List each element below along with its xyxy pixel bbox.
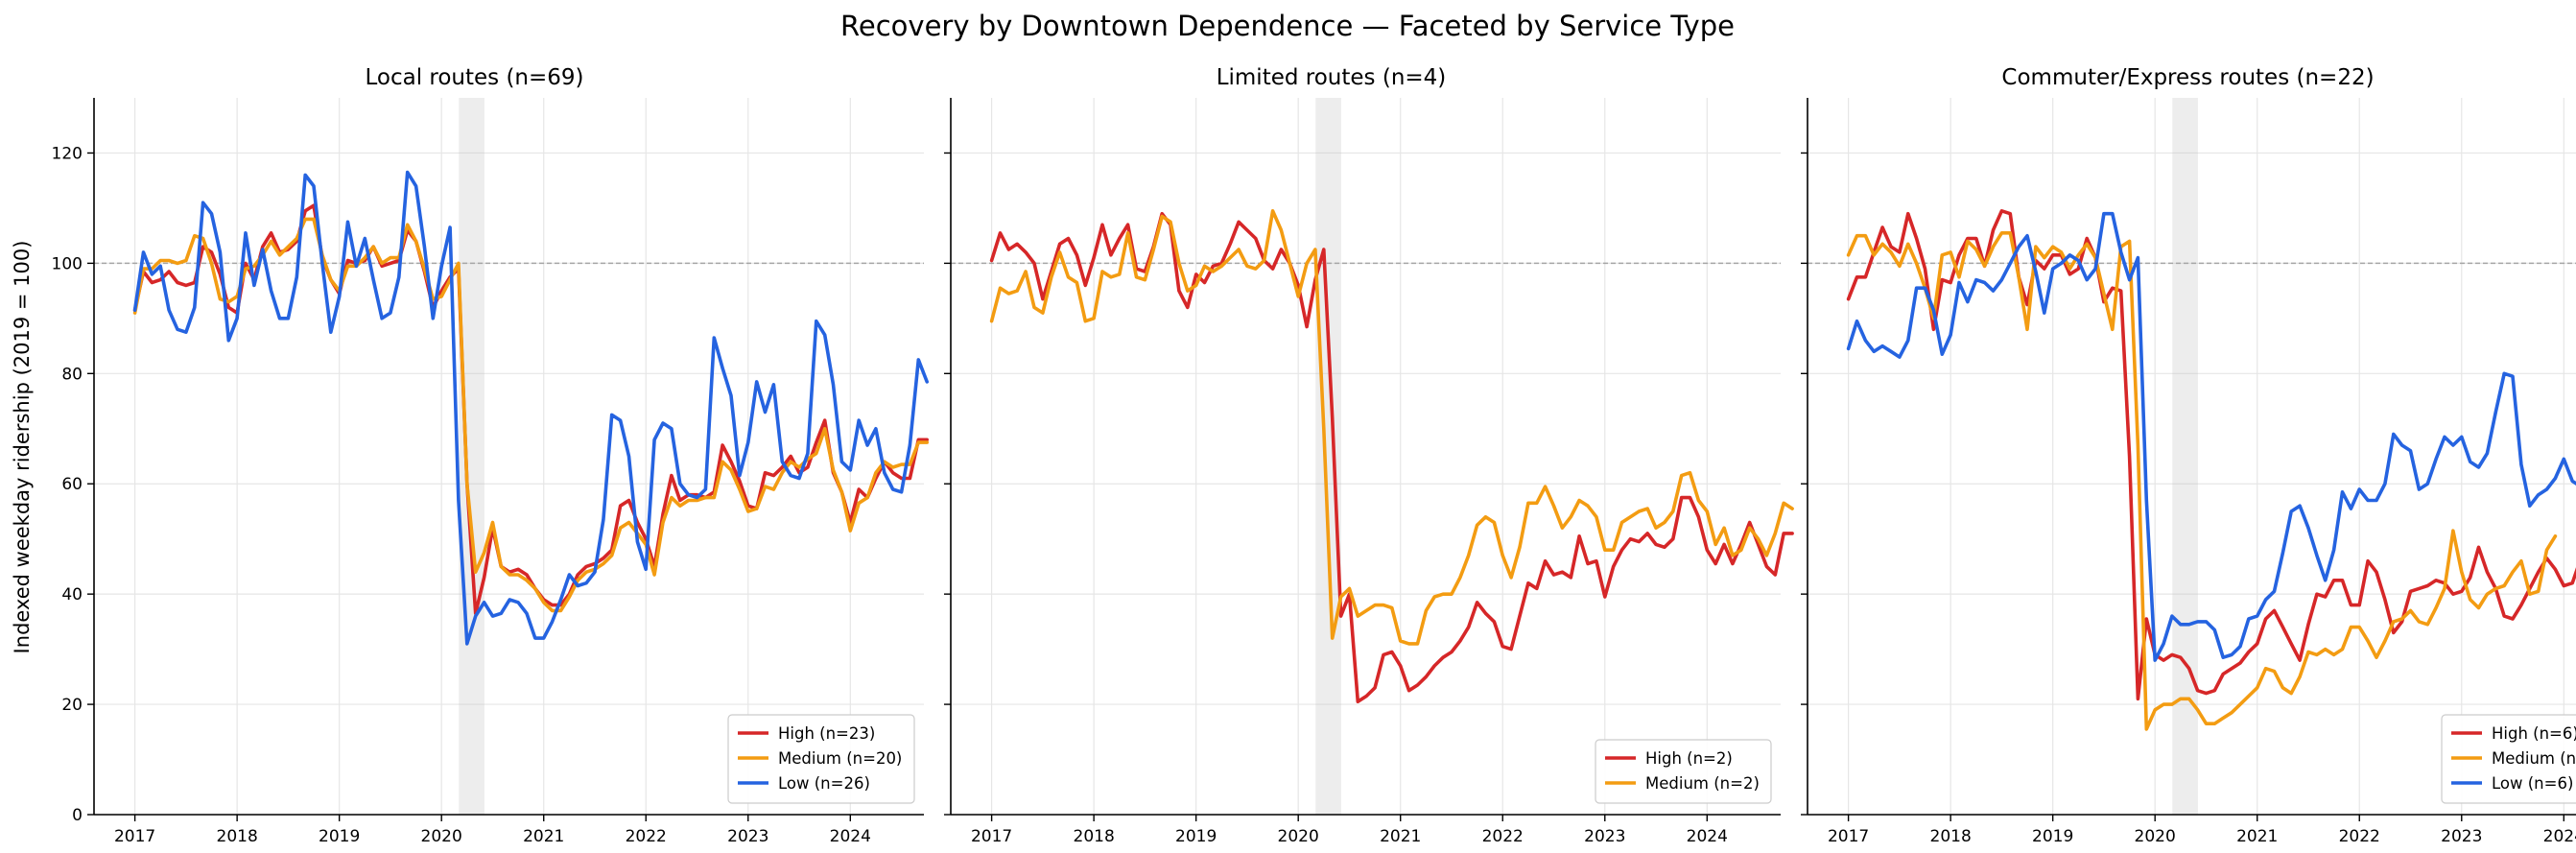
series-line-low <box>1846 211 2576 662</box>
x-tick-label: 2022 <box>626 827 667 846</box>
x-tick-label: 2023 <box>1584 827 1625 846</box>
x-tick-label: 2017 <box>114 827 155 846</box>
x-tick-label: 2021 <box>2236 827 2278 846</box>
legend-label: Low (n=26) <box>778 774 870 793</box>
legend-label: High (n=23) <box>778 724 875 743</box>
x-tick-label: 2017 <box>1828 827 1869 846</box>
legend: High (n=6) Medium (n=10) Low (n=6) <box>2441 714 2576 804</box>
series-line-medium <box>989 209 1794 646</box>
x-tick-label: 2024 <box>830 827 871 846</box>
x-tick-label: 2021 <box>523 827 564 846</box>
y-tick-label: 20 <box>61 696 83 715</box>
y-tick-label: 80 <box>61 365 83 384</box>
x-tick-label: 2024 <box>1687 827 1728 846</box>
legend-label: Low (n=6) <box>2492 774 2573 793</box>
shaded-period-band <box>2172 98 2198 815</box>
y-tick-label: 100 <box>52 254 83 273</box>
legend-label: Medium (n=20) <box>778 749 902 768</box>
y-tick-label: 60 <box>61 475 83 494</box>
legend-label: High (n=2) <box>1645 749 1733 768</box>
y-tick-label: 120 <box>52 144 83 163</box>
x-tick-label: 2020 <box>1278 827 1319 846</box>
series-line-medium <box>132 217 930 613</box>
x-tick-label: 2017 <box>971 827 1012 846</box>
legend: High (n=2) Medium (n=2) <box>1595 739 1772 804</box>
panel-local-routes: Local routes (n=69) 2017 2018 2019 2020 2021… <box>52 65 930 846</box>
panel-limited-routes: Limited routes (n=4) 2017 2018 2019 2020 202… <box>944 65 1794 846</box>
series-line-high <box>989 211 1794 704</box>
x-tick-label: 2023 <box>727 827 768 846</box>
legend-label: Medium (n=10) <box>2492 749 2576 768</box>
panel-title: Commuter/Express routes (n=22) <box>2001 65 2374 90</box>
x-tick-label: 2018 <box>1930 827 1972 846</box>
x-tick-label: 2019 <box>1175 827 1217 846</box>
legend-label: High (n=6) <box>2492 724 2576 743</box>
series-line-low <box>132 170 930 646</box>
x-tick-label: 2018 <box>217 827 258 846</box>
legend-box <box>2441 714 2576 804</box>
figure-title: Recovery by Downtown Dependence — Facete… <box>840 10 1735 42</box>
legend: High (n=23) Medium (n=20) Low (n=26) <box>727 714 915 804</box>
series-line-high <box>1846 209 2576 701</box>
x-tick-label: 2023 <box>2441 827 2482 846</box>
x-tick-label: 2019 <box>2032 827 2073 846</box>
x-tick-label: 2020 <box>2135 827 2176 846</box>
shaded-period-band <box>459 98 484 815</box>
x-tick-label: 2020 <box>421 827 462 846</box>
x-tick-label: 2019 <box>319 827 360 846</box>
panel-title: Local routes (n=69) <box>365 65 583 90</box>
y-tick-label: 40 <box>61 585 83 604</box>
panel-title: Limited routes (n=4) <box>1217 65 1447 90</box>
y-tick-label: 0 <box>72 806 83 825</box>
x-tick-label: 2022 <box>1482 827 1524 846</box>
x-tick-label: 2024 <box>2543 827 2576 846</box>
legend-label: Medium (n=2) <box>1645 774 1760 793</box>
panel-commuter-express-routes: Commuter/Express routes (n=22) 2017 2018 2… <box>1801 65 2576 846</box>
series-line-medium <box>1846 231 2558 731</box>
legend-box <box>1595 739 1772 804</box>
x-tick-label: 2021 <box>1380 827 1421 846</box>
x-tick-label: 2022 <box>2339 827 2380 846</box>
y-axis-label: Indexed weekday ridership (2019 = 100) <box>11 241 34 654</box>
x-tick-label: 2018 <box>1074 827 1115 846</box>
legend-box <box>727 714 915 804</box>
shaded-period-band <box>1315 98 1341 815</box>
